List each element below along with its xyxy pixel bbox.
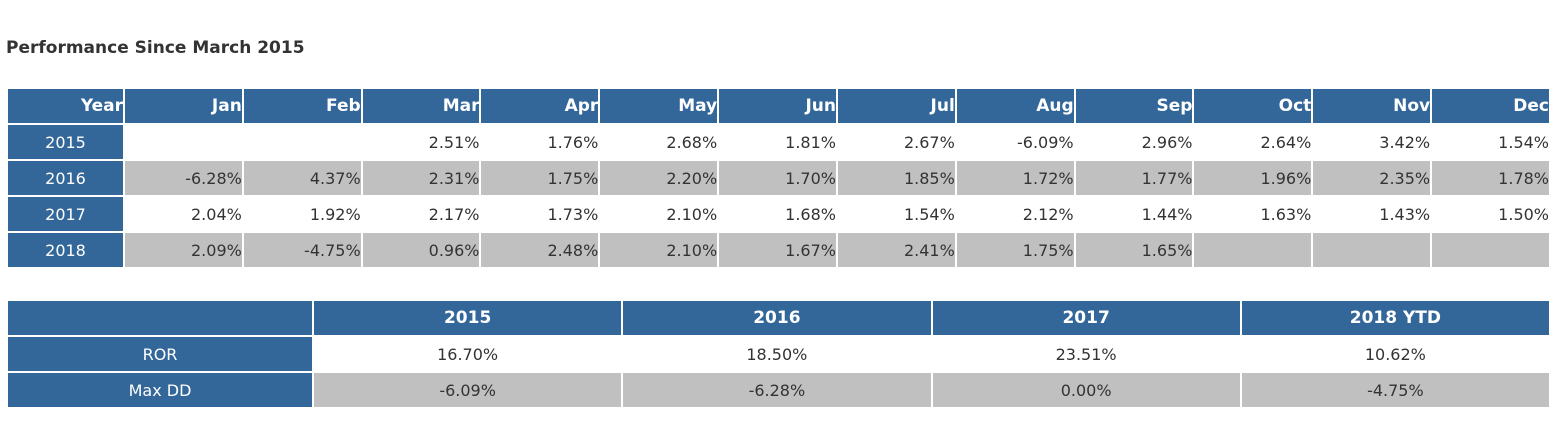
- year-cell: 2015: [8, 125, 123, 159]
- month-column-header: Dec: [1432, 89, 1549, 123]
- return-cell: 1.73%: [481, 197, 599, 231]
- return-cell: 1.77%: [1075, 161, 1193, 195]
- summary-body: ROR 16.70% 18.50% 23.51% 10.62% Max DD -6.09% -…: [8, 337, 1549, 407]
- return-cell: 4.37%: [243, 161, 361, 195]
- metric-label-cell: ROR: [8, 337, 312, 371]
- metric-value-cell: 16.70%: [314, 337, 622, 371]
- summary-column-header: 2015: [314, 301, 622, 335]
- table-row: 2016 -6.28% 4.37% 2.31% 1.75% 2.20% 1.70% 1.85%…: [8, 161, 1549, 195]
- summary-column-header: 2017: [932, 301, 1240, 335]
- summary-corner-header: [8, 301, 312, 335]
- metric-value-cell: 23.51%: [932, 337, 1240, 371]
- return-cell: -4.75%: [243, 233, 361, 267]
- return-cell: [243, 125, 361, 159]
- year-column-header: Year: [8, 89, 123, 123]
- table-row: ROR 16.70% 18.50% 23.51% 10.62%: [8, 337, 1549, 371]
- return-cell: 1.78%: [1432, 161, 1549, 195]
- return-cell: 1.70%: [719, 161, 836, 195]
- return-cell: 1.76%: [481, 125, 599, 159]
- return-cell: 1.54%: [1432, 125, 1549, 159]
- metric-value-cell: 0.00%: [932, 373, 1240, 407]
- return-cell: 2.41%: [837, 233, 955, 267]
- return-cell: [1313, 233, 1431, 267]
- return-cell: 2.64%: [1194, 125, 1312, 159]
- month-column-header: Jun: [719, 89, 836, 123]
- month-column-header: Mar: [362, 89, 480, 123]
- return-cell: 2.20%: [600, 161, 718, 195]
- return-cell: 2.35%: [1313, 161, 1431, 195]
- return-cell: 2.04%: [125, 197, 242, 231]
- table-row: 2015 2.51% 1.76% 2.68% 1.81% 2.67% -6.09% 2.96%…: [8, 125, 1549, 159]
- return-cell: 2.10%: [600, 233, 718, 267]
- return-cell: 2.67%: [837, 125, 955, 159]
- return-cell: 1.50%: [1432, 197, 1549, 231]
- return-cell: 2.96%: [1075, 125, 1193, 159]
- return-cell: 1.68%: [719, 197, 836, 231]
- month-column-header: Jul: [837, 89, 955, 123]
- metric-value-cell: 10.62%: [1241, 337, 1549, 371]
- year-cell: 2017: [8, 197, 123, 231]
- table-row: 2017 2.04% 1.92% 2.17% 1.73% 2.10% 1.68% 1.54% 2…: [8, 197, 1549, 231]
- return-cell: 1.44%: [1075, 197, 1193, 231]
- summary-column-header: 2016: [623, 301, 931, 335]
- return-cell: 1.96%: [1194, 161, 1312, 195]
- year-cell: 2018: [8, 233, 123, 267]
- month-column-header: Feb: [243, 89, 361, 123]
- return-cell: 1.65%: [1075, 233, 1193, 267]
- return-cell: 1.92%: [243, 197, 361, 231]
- return-cell: 0.96%: [362, 233, 480, 267]
- metric-label-cell: Max DD: [8, 373, 312, 407]
- return-cell: 2.09%: [125, 233, 242, 267]
- return-cell: 1.54%: [837, 197, 955, 231]
- metric-value-cell: 18.50%: [623, 337, 931, 371]
- return-cell: 2.31%: [362, 161, 480, 195]
- return-cell: -6.09%: [956, 125, 1074, 159]
- return-cell: 2.12%: [956, 197, 1074, 231]
- return-cell: 1.85%: [837, 161, 955, 195]
- metric-value-cell: -6.28%: [623, 373, 931, 407]
- return-cell: 1.72%: [956, 161, 1074, 195]
- return-cell: 1.43%: [1313, 197, 1431, 231]
- return-cell: [125, 125, 242, 159]
- monthly-body: 2015 2.51% 1.76% 2.68% 1.81% 2.67% -6.09% 2.96%…: [8, 125, 1549, 267]
- month-column-header: Sep: [1075, 89, 1193, 123]
- summary-column-header: 2018 YTD: [1241, 301, 1549, 335]
- metric-value-cell: -6.09%: [314, 373, 622, 407]
- monthly-header-row: Year Jan Feb Mar Apr May Jun Jul Aug Sep Oct Nov De…: [8, 89, 1549, 123]
- monthly-performance-table: Year Jan Feb Mar Apr May Jun Jul Aug Sep Oct Nov De…: [6, 87, 1551, 269]
- month-column-header: May: [600, 89, 718, 123]
- return-cell: 1.75%: [481, 161, 599, 195]
- return-cell: 2.17%: [362, 197, 480, 231]
- return-cell: [1432, 233, 1549, 267]
- month-column-header: Jan: [125, 89, 242, 123]
- return-cell: 2.48%: [481, 233, 599, 267]
- return-cell: 2.51%: [362, 125, 480, 159]
- metric-value-cell: -4.75%: [1241, 373, 1549, 407]
- return-cell: 1.67%: [719, 233, 836, 267]
- month-column-header: Oct: [1194, 89, 1312, 123]
- summary-header-row: 2015 2016 2017 2018 YTD: [8, 301, 1549, 335]
- month-column-header: Apr: [481, 89, 599, 123]
- month-column-header: Aug: [956, 89, 1074, 123]
- year-cell: 2016: [8, 161, 123, 195]
- return-cell: 1.81%: [719, 125, 836, 159]
- return-cell: [1194, 233, 1312, 267]
- summary-table: 2015 2016 2017 2018 YTD ROR 16.70% 18.50% 23.5…: [6, 299, 1551, 409]
- page-title: Performance Since March 2015: [6, 38, 305, 58]
- return-cell: -6.28%: [125, 161, 242, 195]
- return-cell: 1.63%: [1194, 197, 1312, 231]
- return-cell: 2.68%: [600, 125, 718, 159]
- return-cell: 2.10%: [600, 197, 718, 231]
- table-row: 2018 2.09% -4.75% 0.96% 2.48% 2.10% 1.67% 2.41%…: [8, 233, 1549, 267]
- month-column-header: Nov: [1313, 89, 1431, 123]
- table-row: Max DD -6.09% -6.28% 0.00% -4.75%: [8, 373, 1549, 407]
- return-cell: 1.75%: [956, 233, 1074, 267]
- return-cell: 3.42%: [1313, 125, 1431, 159]
